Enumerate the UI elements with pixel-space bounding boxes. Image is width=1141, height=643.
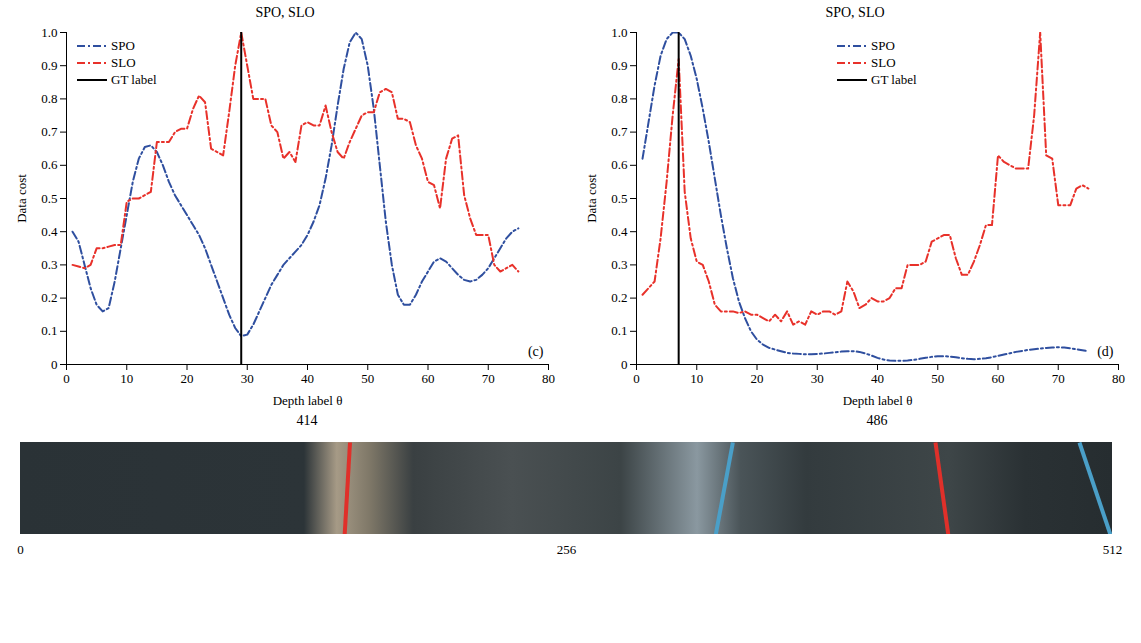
html-text:SPO: SPO (871, 38, 895, 53)
svg-text:0.2: 0.2 (41, 290, 57, 305)
svg-text:256: 256 (557, 542, 577, 557)
svg-text:0: 0 (63, 371, 70, 386)
html-text:486: 486 (866, 413, 888, 428)
svg-text:0.5: 0.5 (41, 191, 57, 206)
svg-text:0.5: 0.5 (611, 191, 627, 206)
svg-text:60: 60 (992, 371, 1005, 386)
svg-text:0.8: 0.8 (41, 91, 57, 106)
svg-text:30: 30 (241, 371, 254, 386)
svg-text:0.1: 0.1 (41, 323, 57, 338)
html-text:SPO: SPO (111, 38, 135, 53)
svg-text:20: 20 (751, 371, 764, 386)
svg-text:0.1: 0.1 (611, 323, 627, 338)
svg-text:Data cost: Data cost (584, 174, 599, 223)
svg-text:0.8: 0.8 (611, 91, 627, 106)
html-text:414: 414 (296, 413, 318, 428)
html-text:SLO: SLO (871, 55, 896, 70)
svg-text:0.7: 0.7 (611, 124, 628, 139)
svg-text:80: 80 (1112, 371, 1125, 386)
svg-text:0: 0 (633, 371, 640, 386)
svg-text:60: 60 (422, 371, 435, 386)
svg-text:20: 20 (181, 371, 194, 386)
html-text:SPO, SLO: SPO, SLO (255, 5, 315, 20)
svg-text:0.6: 0.6 (41, 157, 58, 172)
svg-text:0: 0 (51, 357, 58, 372)
svg-text:(d): (d) (1097, 344, 1114, 360)
svg-text:1.0: 1.0 (41, 25, 57, 40)
html-text:GT label: GT label (111, 72, 157, 87)
svg-text:(c): (c) (528, 344, 544, 360)
svg-text:0.9: 0.9 (41, 58, 57, 73)
svg-text:50: 50 (931, 371, 944, 386)
svg-text:0.4: 0.4 (41, 224, 58, 239)
svg-text:1.0: 1.0 (611, 25, 627, 40)
svg-text:30: 30 (811, 371, 824, 386)
svg-text:0.7: 0.7 (41, 124, 58, 139)
svg-text:0: 0 (621, 357, 628, 372)
svg-text:Data cost: Data cost (14, 174, 29, 223)
svg-text:10: 10 (690, 371, 703, 386)
svg-text:0.4: 0.4 (611, 224, 628, 239)
svg-text:512: 512 (1103, 542, 1123, 557)
html-text:SPO, SLO: SPO, SLO (825, 5, 885, 20)
svg-text:0.6: 0.6 (611, 157, 628, 172)
svg-text:10: 10 (120, 371, 133, 386)
svg-text:0.2: 0.2 (611, 290, 627, 305)
svg-text:Depth label θ: Depth label θ (273, 393, 343, 408)
svg-text:80: 80 (542, 371, 555, 386)
html-text:GT label: GT label (871, 72, 917, 87)
svg-text:40: 40 (871, 371, 884, 386)
svg-text:0.3: 0.3 (611, 257, 627, 272)
svg-text:70: 70 (482, 371, 495, 386)
svg-text:0.9: 0.9 (611, 58, 627, 73)
svg-text:Depth label θ: Depth label θ (843, 393, 913, 408)
svg-text:50: 50 (361, 371, 374, 386)
html-text:SLO: SLO (111, 55, 136, 70)
svg-text:0: 0 (17, 542, 24, 557)
svg-text:0.3: 0.3 (41, 257, 57, 272)
svg-text:40: 40 (301, 371, 314, 386)
svg-text:70: 70 (1052, 371, 1065, 386)
